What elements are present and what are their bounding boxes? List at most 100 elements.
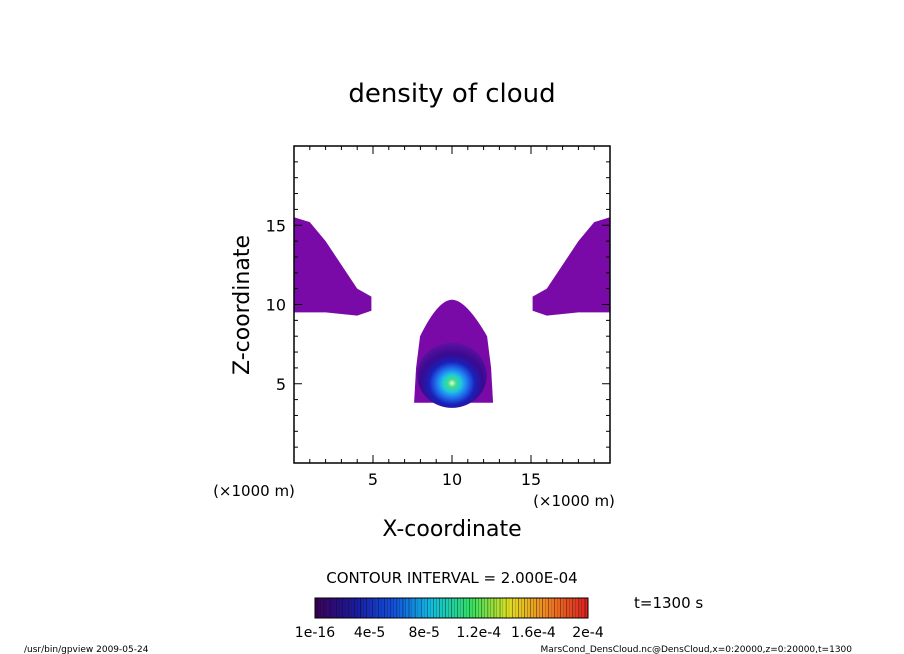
colorbar-tick-label: 4e-5 bbox=[354, 625, 385, 641]
x-tick-label: 10 bbox=[442, 470, 462, 489]
colorbar-cell bbox=[327, 598, 331, 618]
colorbar-cell bbox=[566, 597, 570, 619]
colorbar-cell bbox=[360, 597, 364, 619]
colorbar-cell bbox=[469, 597, 473, 619]
x-unit-label-right: (×1000 m) bbox=[533, 492, 615, 510]
colorbar bbox=[314, 597, 589, 619]
colorbar-cell bbox=[402, 597, 407, 619]
colorbar-cell bbox=[497, 598, 501, 618]
colorbar-cell bbox=[572, 597, 577, 619]
colorbar-cell bbox=[490, 598, 494, 618]
colorbar-cell bbox=[412, 598, 416, 618]
colorbar-cell bbox=[487, 597, 492, 619]
colorbar-cell bbox=[430, 598, 434, 618]
colorbar-cell bbox=[427, 597, 431, 619]
colorbar-cell bbox=[548, 597, 552, 619]
contour-region-1 bbox=[532, 217, 610, 316]
colorbar-cell bbox=[336, 597, 340, 619]
colorbar-cell bbox=[369, 598, 373, 618]
colorbar-cell bbox=[433, 597, 437, 619]
colorbar-cell bbox=[533, 598, 537, 618]
colorbar-cell bbox=[414, 597, 419, 619]
colorbar-cell bbox=[521, 598, 525, 618]
colorbar-cell bbox=[575, 598, 579, 618]
colorbar-tick-label: 1.6e-4 bbox=[511, 625, 556, 641]
colorbar-cell bbox=[515, 598, 519, 618]
colorbar-cell bbox=[315, 598, 319, 618]
colorbar-cell bbox=[545, 598, 549, 618]
colorbar-cell bbox=[384, 597, 388, 619]
colorbar-cell bbox=[439, 597, 443, 619]
colorbar-cell bbox=[345, 598, 349, 618]
colorbar-cell bbox=[518, 597, 522, 619]
colorbar-cell bbox=[557, 598, 561, 618]
colorbar-cell bbox=[560, 597, 564, 619]
colorbar-cell bbox=[408, 597, 413, 619]
colorbar-cell bbox=[390, 597, 395, 619]
colorbar-cell bbox=[511, 597, 516, 619]
footer-left: /usr/bin/gpview 2009-05-24 bbox=[24, 645, 149, 654]
x-tick-label: 15 bbox=[521, 470, 541, 489]
colorbar-cell bbox=[524, 597, 528, 619]
colorbar-cell bbox=[420, 597, 425, 619]
colorbar-cell bbox=[399, 598, 403, 618]
colorbar-cell bbox=[554, 597, 558, 619]
colorbar-frame bbox=[314, 597, 589, 619]
colorbar-cell bbox=[475, 597, 479, 619]
colorbar-cell bbox=[478, 598, 482, 618]
footer-right: MarsCond_DensCloud.nc@DensCloud,x=0:2000… bbox=[541, 645, 853, 654]
colorbar-cell bbox=[445, 597, 449, 619]
colorbar-cell bbox=[396, 597, 401, 619]
colorbar-cell bbox=[542, 597, 546, 619]
colorbar-cell bbox=[317, 597, 322, 619]
colorbar-cell bbox=[393, 598, 397, 618]
colorbar-cell bbox=[493, 597, 498, 619]
colorbar-cell bbox=[463, 597, 467, 619]
y-tick-label: 15 bbox=[266, 216, 286, 235]
colorbar-cell bbox=[372, 597, 376, 619]
colorbar-cell bbox=[375, 598, 379, 618]
colorbar-cell bbox=[321, 598, 325, 618]
colorbar-cell bbox=[472, 598, 476, 618]
colorbar-cell bbox=[329, 597, 334, 619]
x-unit-label-left: (×1000 m) bbox=[213, 482, 295, 500]
colorbar-labels: 1e-16 4e-5 8e-5 1.2e-4 1.6e-4 2e-4 bbox=[295, 625, 604, 641]
colorbar-cell bbox=[454, 598, 458, 618]
colorbar-cell bbox=[527, 598, 531, 618]
colorbar-cell bbox=[339, 598, 343, 618]
colorbar-cell bbox=[457, 597, 461, 619]
colorbar-cell bbox=[366, 597, 370, 619]
colorbar-cell bbox=[536, 597, 540, 619]
colorbar-cell bbox=[351, 598, 355, 618]
colorbar-cell bbox=[581, 598, 585, 618]
colorbar-cell bbox=[466, 598, 470, 618]
colorbar-cell bbox=[342, 597, 346, 619]
colorbar-cell bbox=[499, 597, 504, 619]
contour-region-2-core bbox=[417, 342, 487, 408]
colorbar-cell bbox=[530, 597, 534, 619]
colorbar-cell bbox=[451, 597, 455, 619]
colorbar-tick-label: 1.2e-4 bbox=[456, 625, 501, 641]
colorbar-cell bbox=[323, 597, 328, 619]
colorbar-cell bbox=[563, 598, 567, 618]
colorbar-cell bbox=[503, 598, 507, 618]
x-tick-label: 5 bbox=[368, 470, 378, 489]
colorbar-cell bbox=[509, 598, 513, 618]
colorbar-cell bbox=[481, 597, 486, 619]
chart-title: density of cloud bbox=[348, 79, 555, 109]
colorbar-cell bbox=[333, 598, 337, 618]
time-label: t=1300 s bbox=[634, 594, 703, 612]
contour-region-0 bbox=[294, 217, 372, 316]
contour-fill-layer bbox=[294, 217, 610, 408]
axis-tick-labels: 5 10 15 5 10 15 bbox=[266, 216, 542, 489]
y-axis-label: Z-coordinate bbox=[230, 235, 255, 375]
colorbar-cell bbox=[448, 598, 452, 618]
y-tick-label: 5 bbox=[276, 375, 286, 394]
colorbar-cell bbox=[578, 597, 583, 619]
colorbar-cell bbox=[569, 598, 573, 618]
colorbar-cell bbox=[424, 598, 428, 618]
colorbar-cell bbox=[505, 597, 510, 619]
colorbar-cell bbox=[378, 597, 382, 619]
axis-ticks bbox=[294, 146, 610, 463]
x-axis-label: X-coordinate bbox=[382, 517, 521, 542]
